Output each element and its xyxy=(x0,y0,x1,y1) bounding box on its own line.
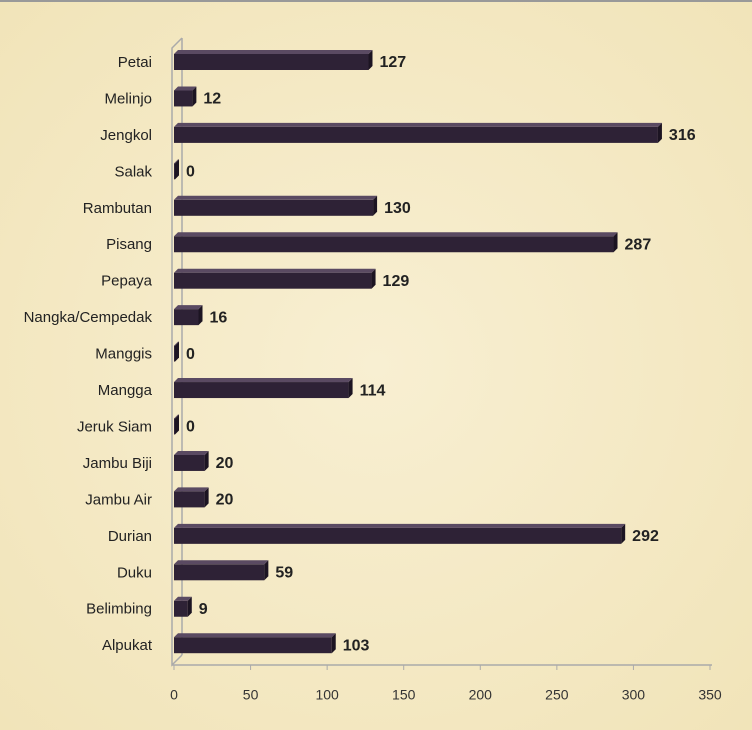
bar-top xyxy=(174,195,378,200)
y-tick-label: Jambu Biji xyxy=(83,455,152,472)
value-label: 316 xyxy=(669,127,696,144)
bar-side xyxy=(175,341,179,362)
bar-side xyxy=(175,414,179,435)
x-tick-label: 50 xyxy=(243,687,259,703)
bar-side xyxy=(187,596,192,617)
bar xyxy=(174,309,199,326)
bar xyxy=(174,345,175,362)
value-label: 114 xyxy=(360,382,386,399)
bar-side xyxy=(175,159,179,180)
y-tick-label: Durian xyxy=(108,528,152,545)
y-tick-label: Alpukat xyxy=(102,637,153,654)
bar-side xyxy=(613,232,618,253)
bar xyxy=(174,236,614,253)
bar-top xyxy=(174,378,353,383)
bar-top xyxy=(174,232,618,237)
y-tick-label: Nangka/Cempedak xyxy=(24,309,153,326)
bar xyxy=(174,163,175,180)
value-label: 20 xyxy=(216,492,234,509)
y-tick-label: Pepaya xyxy=(101,273,153,290)
bar-top xyxy=(174,450,209,455)
bar xyxy=(174,564,265,581)
value-label: 127 xyxy=(379,54,406,71)
bar xyxy=(174,600,188,617)
bar-side xyxy=(192,86,197,107)
value-label: 129 xyxy=(383,273,410,290)
value-label: 130 xyxy=(384,200,411,217)
bar-top xyxy=(174,633,336,638)
value-label: 16 xyxy=(210,309,228,326)
bar xyxy=(174,90,193,107)
bar-top xyxy=(174,86,197,91)
bar xyxy=(174,418,175,435)
y-tick-label: Manggis xyxy=(95,346,152,363)
bar-side xyxy=(204,487,209,508)
bar-top xyxy=(174,414,179,419)
y-tick-label: Jeruk Siam xyxy=(77,418,152,435)
bar-side xyxy=(198,305,203,326)
bar-side xyxy=(264,560,269,581)
bar-top xyxy=(174,50,373,54)
y-tick-label: Pisang xyxy=(106,236,152,253)
y-tick-label: Duku xyxy=(117,564,152,581)
x-tick-label: 350 xyxy=(698,687,722,703)
bar xyxy=(174,454,205,471)
value-label: 103 xyxy=(343,637,370,654)
x-tick-label: 250 xyxy=(545,687,569,703)
value-label: 20 xyxy=(216,455,234,472)
bar-top xyxy=(174,560,269,565)
bar-top xyxy=(174,596,192,601)
bar xyxy=(174,637,332,654)
bar-side xyxy=(204,450,209,471)
y-tick-label: Melinjo xyxy=(104,90,152,107)
y-tick-label: Belimbing xyxy=(86,601,152,618)
bar-side xyxy=(371,268,376,289)
bar xyxy=(174,491,205,508)
y-tick-label: Mangga xyxy=(98,382,153,399)
bar xyxy=(174,527,622,544)
bar-top xyxy=(174,523,626,528)
bar xyxy=(174,382,349,399)
value-label: 287 xyxy=(625,236,652,253)
value-label: 292 xyxy=(632,528,659,545)
y-tick-label: Salak xyxy=(114,163,152,180)
y-tick-label: Petai xyxy=(118,54,152,71)
bar xyxy=(174,54,369,70)
bar-top xyxy=(174,268,376,273)
bar xyxy=(174,272,372,289)
x-tick-label: 100 xyxy=(315,687,339,703)
x-tick-label: 150 xyxy=(392,687,416,703)
x-tick-label: 0 xyxy=(170,687,178,703)
value-label: 59 xyxy=(275,565,293,582)
y-tick-label: Rambutan xyxy=(83,200,152,217)
bar-top xyxy=(174,159,179,164)
bar-top xyxy=(174,341,179,346)
y-tick-label: Jengkol xyxy=(100,127,152,144)
bar-side xyxy=(368,50,373,70)
bar-side xyxy=(331,633,336,654)
bar-top xyxy=(174,305,203,310)
value-label: 12 xyxy=(203,91,221,108)
bar-side xyxy=(621,523,626,544)
bar-side xyxy=(657,122,662,143)
value-label: 0 xyxy=(186,419,195,436)
bar-side xyxy=(348,378,353,399)
bar xyxy=(174,126,658,143)
bar xyxy=(174,199,374,216)
value-label: 0 xyxy=(186,346,195,363)
bar-top xyxy=(174,122,662,127)
bar-side xyxy=(373,195,378,216)
value-label: 0 xyxy=(186,164,195,181)
bar-top xyxy=(174,487,209,492)
x-tick-label: 200 xyxy=(469,687,493,703)
x-tick-label: 300 xyxy=(622,687,646,703)
y-tick-label: Jambu Air xyxy=(85,491,152,508)
y-axis xyxy=(171,37,183,667)
value-label: 9 xyxy=(199,601,208,618)
